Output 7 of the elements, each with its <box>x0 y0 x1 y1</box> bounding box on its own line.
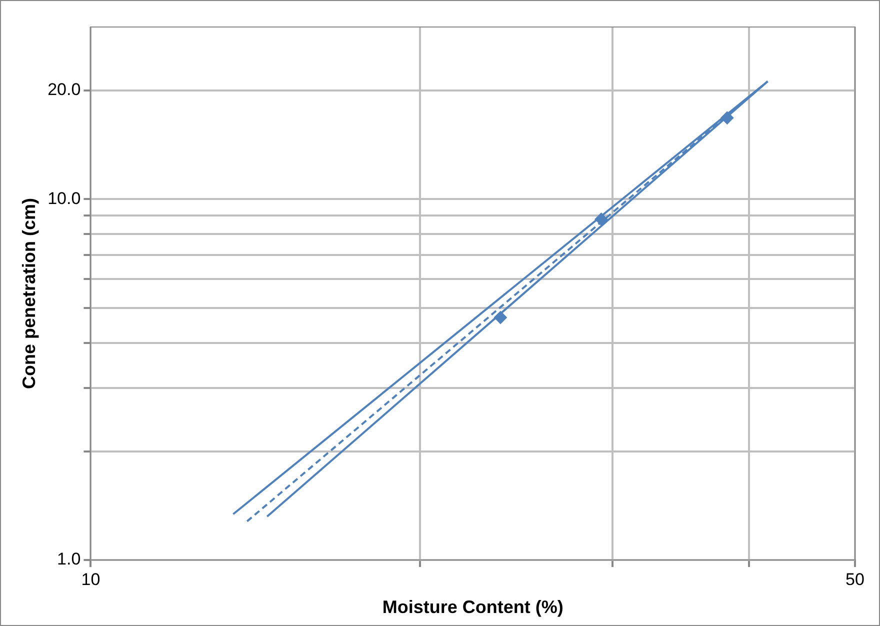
y-tick-label: 10.0 <box>48 188 81 208</box>
x-tick-label: 50 <box>846 570 864 589</box>
y-tick-label: 20.0 <box>48 80 81 100</box>
y-tick-label: 1.0 <box>57 550 81 569</box>
x-tick-label: 10 <box>81 570 100 589</box>
y-axis-title: Cone penetration (cm) <box>18 198 39 390</box>
x-axis-title: Moisture Content (%) <box>382 597 564 618</box>
